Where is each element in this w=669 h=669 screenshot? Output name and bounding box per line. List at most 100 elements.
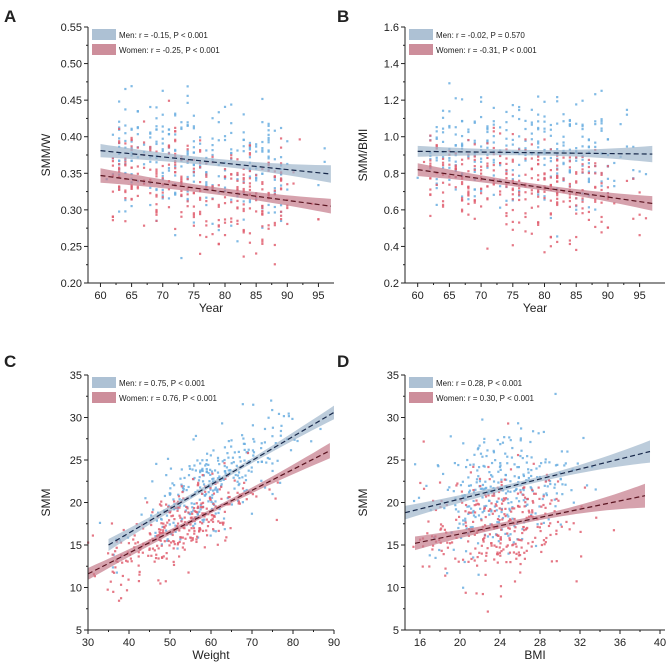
- men-point: [543, 157, 546, 160]
- legend-swatch-women: [92, 44, 116, 55]
- men-point: [267, 122, 270, 125]
- men-point: [243, 459, 246, 462]
- women-point: [438, 481, 442, 484]
- men-point: [235, 464, 238, 467]
- men-point: [466, 505, 469, 508]
- women-point: [180, 193, 183, 196]
- women-point: [242, 173, 245, 176]
- men-point: [543, 163, 546, 167]
- men-point: [474, 488, 477, 491]
- men-point: [600, 184, 603, 188]
- women-point: [118, 185, 121, 189]
- women-point: [460, 208, 464, 211]
- men-point: [180, 517, 184, 520]
- men-point: [448, 126, 451, 129]
- men-point: [503, 436, 506, 439]
- women-point: [112, 571, 116, 574]
- men-point: [473, 188, 476, 191]
- women-point: [431, 548, 434, 551]
- women-point: [167, 539, 170, 543]
- men-point: [585, 484, 589, 487]
- women-point: [473, 199, 476, 202]
- x-tick-label: 75: [507, 290, 519, 302]
- men-point: [549, 160, 552, 163]
- x-tick-label: 16: [414, 637, 426, 649]
- men-point: [230, 503, 234, 506]
- women-point: [507, 526, 510, 530]
- women-point: [190, 527, 193, 530]
- women-point: [518, 179, 521, 182]
- men-point: [436, 464, 439, 467]
- y-tick-label: 0.20: [61, 278, 82, 290]
- men-point: [167, 504, 170, 507]
- men-point: [531, 489, 534, 493]
- women-point: [499, 193, 502, 196]
- women-point: [556, 164, 559, 167]
- men-point: [205, 470, 208, 473]
- men-point: [461, 480, 464, 483]
- women-point: [476, 502, 479, 505]
- men-point: [212, 449, 215, 452]
- women-point: [490, 542, 493, 545]
- women-point: [174, 126, 177, 129]
- men-point: [238, 482, 241, 485]
- women-point: [493, 558, 496, 561]
- women-point: [547, 524, 551, 528]
- women-point: [196, 506, 199, 510]
- men-point: [581, 99, 584, 102]
- men-point: [216, 490, 219, 494]
- men-point: [457, 463, 460, 467]
- men-point: [530, 108, 533, 111]
- men-point: [513, 525, 516, 528]
- men-point: [229, 468, 232, 472]
- men-point: [481, 483, 485, 487]
- women-point: [174, 138, 177, 141]
- men-point: [155, 142, 158, 146]
- men-point: [542, 430, 545, 434]
- women-point: [161, 196, 164, 199]
- women-point: [199, 234, 202, 237]
- women-point: [467, 511, 470, 514]
- women-point: [155, 172, 158, 175]
- men-point: [161, 174, 164, 178]
- women-point: [441, 200, 445, 203]
- women-point: [544, 506, 547, 509]
- men-point: [530, 138, 533, 141]
- women-point: [568, 199, 571, 203]
- x-axis-title: Weight: [192, 648, 230, 662]
- men-point: [223, 446, 227, 449]
- men-point: [543, 100, 546, 103]
- men-point: [441, 140, 445, 143]
- women-point: [638, 191, 641, 194]
- men-point: [214, 530, 217, 533]
- women-point: [483, 534, 487, 537]
- women-point: [153, 560, 156, 563]
- men-point: [448, 166, 451, 169]
- men-point: [150, 514, 153, 517]
- men-point: [223, 177, 227, 180]
- men-point: [216, 489, 219, 492]
- women-point: [473, 155, 476, 158]
- men-point: [231, 456, 235, 459]
- women-point: [422, 160, 426, 164]
- men-point: [428, 554, 431, 557]
- men-point: [412, 499, 416, 503]
- women-point: [519, 491, 522, 494]
- women-point: [483, 536, 486, 539]
- women-point: [149, 192, 152, 195]
- women-point: [505, 545, 508, 548]
- men-point: [180, 127, 183, 131]
- women-point: [492, 126, 495, 129]
- women-point: [106, 588, 109, 591]
- women-point: [478, 477, 482, 480]
- women-point: [492, 169, 495, 172]
- legend-swatch-women: [92, 392, 116, 403]
- men-point: [435, 187, 438, 190]
- men-point: [207, 500, 210, 503]
- men-point: [491, 536, 494, 539]
- women-point: [556, 176, 559, 180]
- men-point: [492, 161, 495, 164]
- women-point: [174, 163, 177, 166]
- men-point: [530, 132, 533, 135]
- men-point: [509, 533, 512, 536]
